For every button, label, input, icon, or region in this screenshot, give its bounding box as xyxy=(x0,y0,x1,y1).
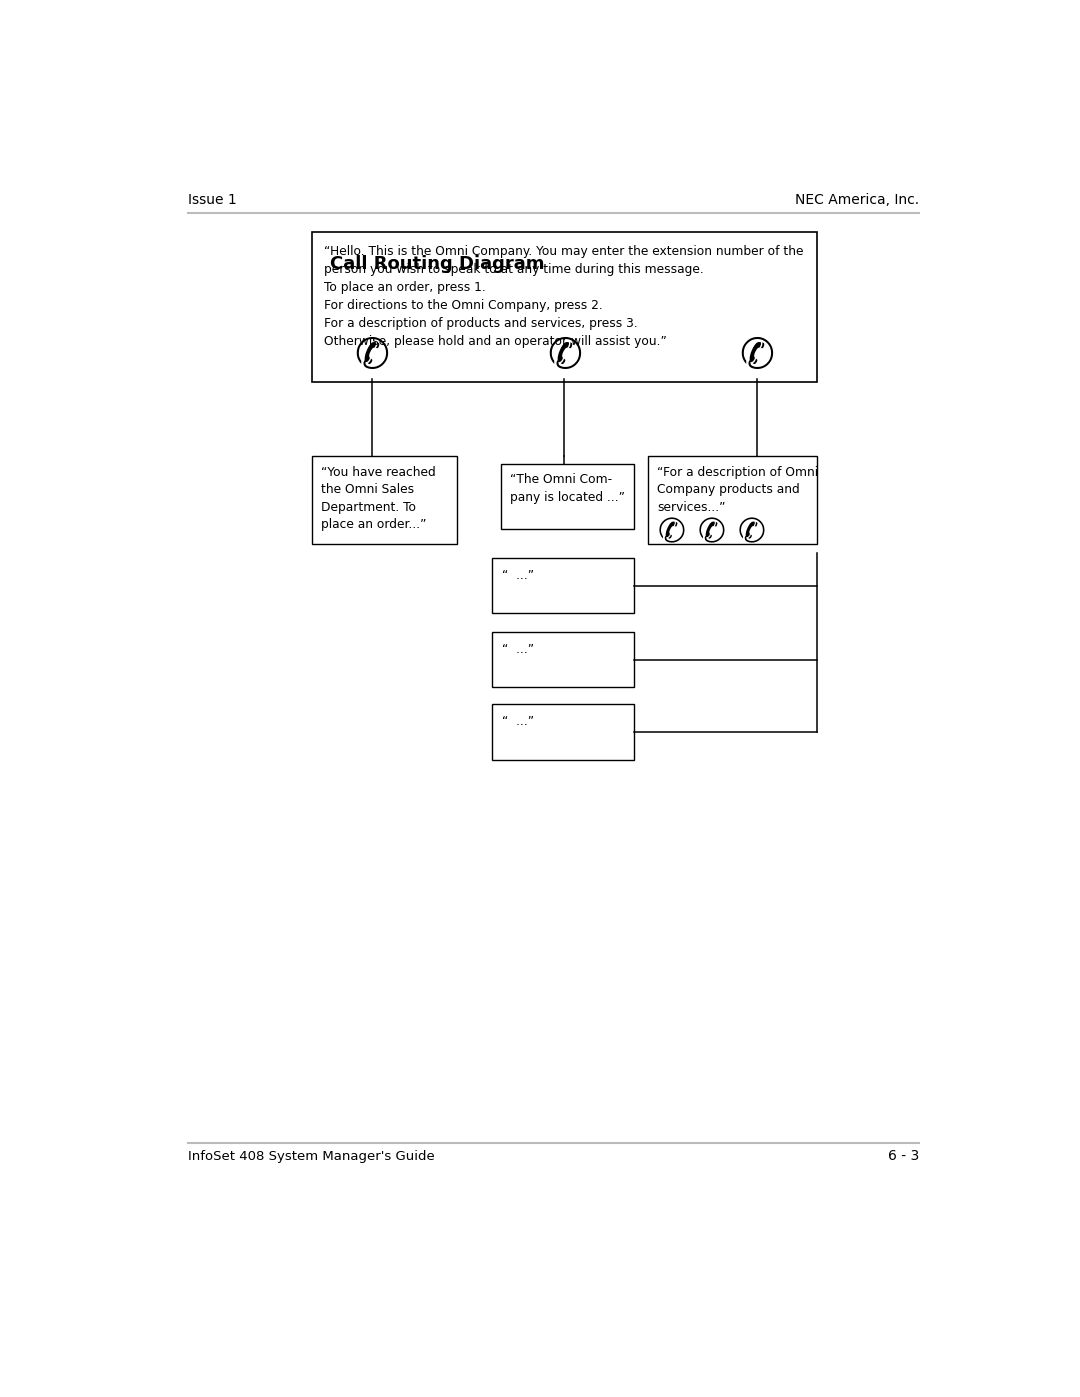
Text: 6 - 3: 6 - 3 xyxy=(888,1150,919,1164)
FancyBboxPatch shape xyxy=(491,704,634,760)
Text: InfoSet 408 System Manager's Guide: InfoSet 408 System Manager's Guide xyxy=(188,1150,434,1162)
Text: “  ...”: “ ...” xyxy=(502,643,535,655)
Text: “The Omni Com-
pany is located ...”: “The Omni Com- pany is located ...” xyxy=(510,474,625,504)
Text: “  ...”: “ ...” xyxy=(502,715,535,728)
Text: ✆: ✆ xyxy=(698,517,726,550)
FancyBboxPatch shape xyxy=(491,631,634,687)
Text: ✆: ✆ xyxy=(546,335,582,377)
Text: ✆: ✆ xyxy=(354,335,390,377)
FancyBboxPatch shape xyxy=(312,232,816,383)
FancyBboxPatch shape xyxy=(501,464,634,529)
Text: ✆: ✆ xyxy=(658,517,686,550)
Text: Issue 1: Issue 1 xyxy=(188,193,237,207)
FancyBboxPatch shape xyxy=(491,557,634,613)
Text: ✆: ✆ xyxy=(738,517,766,550)
FancyBboxPatch shape xyxy=(648,457,816,545)
Text: “Hello. This is the Omni Company. You may enter the extension number of the
pers: “Hello. This is the Omni Company. You ma… xyxy=(324,244,804,348)
Text: NEC America, Inc.: NEC America, Inc. xyxy=(795,193,919,207)
FancyBboxPatch shape xyxy=(312,457,458,545)
Text: “  ...”: “ ...” xyxy=(502,569,535,581)
Text: Call Routing Diagram: Call Routing Diagram xyxy=(330,254,544,272)
Text: “For a description of Omni
Company products and
services...”: “For a description of Omni Company produ… xyxy=(658,465,819,514)
Text: ✆: ✆ xyxy=(739,335,774,377)
Text: “You have reached
the Omni Sales
Department. To
place an order...”: “You have reached the Omni Sales Departm… xyxy=(321,465,435,531)
